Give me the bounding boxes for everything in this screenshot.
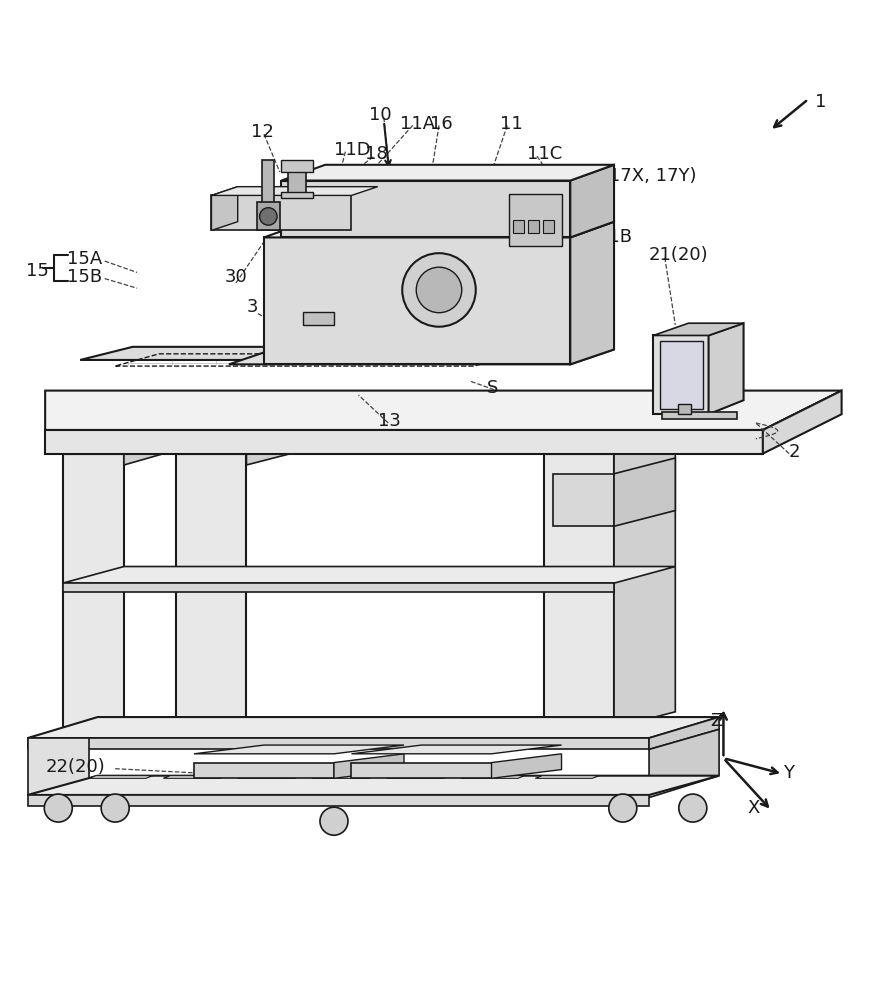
Text: 11C: 11C: [526, 145, 561, 163]
Text: 11: 11: [500, 115, 523, 133]
Polygon shape: [543, 220, 553, 233]
Text: 11B: 11B: [595, 228, 631, 246]
Circle shape: [44, 794, 72, 822]
Polygon shape: [513, 220, 524, 233]
Text: S: S: [487, 379, 498, 397]
Polygon shape: [211, 195, 351, 230]
Polygon shape: [45, 391, 841, 430]
Polygon shape: [613, 437, 674, 728]
Polygon shape: [386, 776, 450, 778]
Polygon shape: [677, 404, 690, 414]
Polygon shape: [194, 763, 333, 778]
Polygon shape: [27, 795, 648, 806]
Text: 15B: 15B: [67, 268, 102, 286]
Polygon shape: [652, 335, 708, 414]
Circle shape: [402, 253, 475, 327]
Polygon shape: [553, 474, 613, 526]
Polygon shape: [62, 583, 613, 592]
Polygon shape: [229, 349, 613, 364]
Polygon shape: [652, 323, 743, 335]
Polygon shape: [211, 187, 238, 230]
Text: 1: 1: [815, 93, 826, 111]
Polygon shape: [544, 454, 613, 728]
Polygon shape: [762, 391, 841, 454]
Polygon shape: [282, 160, 312, 172]
Polygon shape: [570, 222, 613, 364]
Polygon shape: [27, 776, 718, 795]
Circle shape: [608, 794, 636, 822]
Polygon shape: [351, 763, 491, 778]
Polygon shape: [264, 222, 613, 237]
Text: 30: 30: [225, 268, 247, 286]
Text: 13: 13: [377, 412, 400, 430]
Polygon shape: [491, 754, 561, 778]
Polygon shape: [176, 454, 246, 728]
Text: X: X: [747, 799, 759, 817]
Circle shape: [416, 267, 461, 313]
Polygon shape: [535, 776, 598, 778]
Polygon shape: [282, 192, 312, 198]
Text: 16: 16: [430, 115, 453, 133]
Text: 12: 12: [251, 123, 274, 141]
Text: 11A: 11A: [399, 115, 434, 133]
Text: 17(17X, 17Y): 17(17X, 17Y): [578, 167, 695, 185]
Polygon shape: [528, 220, 538, 233]
Polygon shape: [246, 437, 307, 465]
Polygon shape: [27, 738, 89, 795]
Polygon shape: [264, 237, 570, 364]
Polygon shape: [124, 436, 185, 465]
Polygon shape: [613, 458, 674, 526]
Polygon shape: [460, 776, 524, 778]
Polygon shape: [27, 717, 718, 738]
Text: 21(20): 21(20): [648, 246, 708, 264]
Text: 11D: 11D: [333, 141, 370, 159]
Polygon shape: [333, 754, 403, 778]
Polygon shape: [80, 347, 553, 360]
Circle shape: [319, 807, 347, 835]
Polygon shape: [570, 165, 613, 237]
Polygon shape: [648, 717, 718, 749]
Polygon shape: [648, 729, 718, 798]
Polygon shape: [62, 454, 124, 728]
Text: 18: 18: [364, 145, 387, 163]
Polygon shape: [509, 194, 561, 246]
Polygon shape: [311, 776, 375, 778]
Text: 15A: 15A: [67, 250, 102, 268]
Polygon shape: [27, 738, 648, 749]
Polygon shape: [661, 412, 736, 419]
Text: 10: 10: [368, 106, 391, 124]
Polygon shape: [45, 430, 762, 454]
Polygon shape: [238, 776, 301, 778]
Text: 22(20): 22(20): [45, 758, 104, 776]
Text: 3: 3: [246, 298, 258, 316]
Circle shape: [101, 794, 129, 822]
Polygon shape: [194, 745, 403, 754]
Polygon shape: [351, 745, 561, 754]
Polygon shape: [62, 567, 674, 583]
Polygon shape: [282, 165, 613, 181]
Polygon shape: [282, 181, 570, 237]
Text: 15: 15: [25, 262, 49, 280]
Polygon shape: [303, 312, 333, 325]
Polygon shape: [257, 202, 280, 230]
Text: Z: Z: [709, 712, 722, 730]
Polygon shape: [289, 169, 305, 195]
Text: Y: Y: [782, 764, 793, 782]
Polygon shape: [89, 776, 153, 778]
Text: 2: 2: [788, 443, 800, 461]
Circle shape: [678, 794, 706, 822]
Polygon shape: [708, 323, 743, 414]
Polygon shape: [659, 341, 702, 409]
Polygon shape: [262, 160, 275, 230]
Polygon shape: [211, 187, 377, 195]
Circle shape: [260, 208, 277, 225]
Polygon shape: [163, 776, 227, 778]
